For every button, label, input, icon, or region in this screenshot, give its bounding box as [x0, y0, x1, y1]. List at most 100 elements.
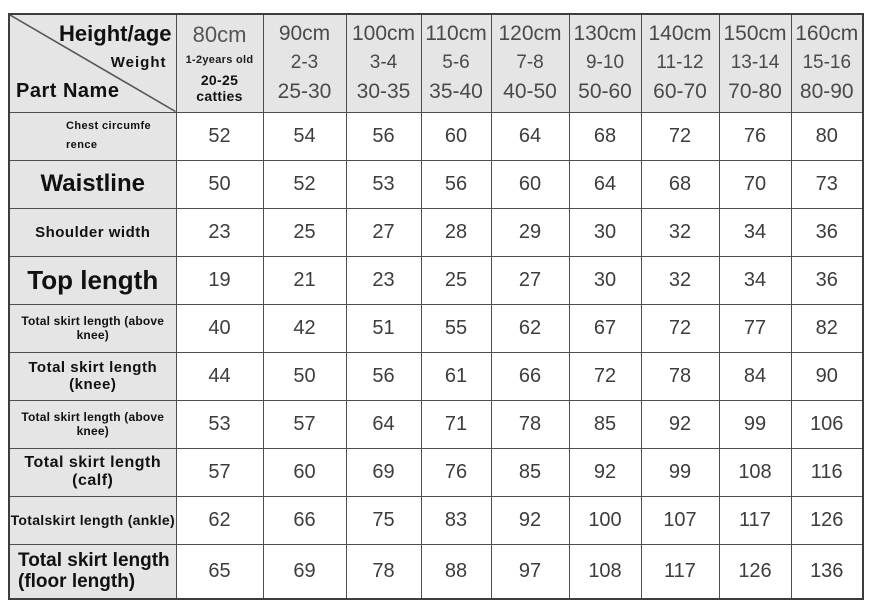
size-value-cell-120cm-row9: 92	[490, 495, 570, 545]
size-value-cell-150cm-row8: 108	[718, 447, 792, 497]
size-value-cell-140cm-row9: 107	[640, 495, 720, 545]
column-header-90cm: 90cm 2-3 25-30	[262, 13, 347, 113]
column-weight-label: 40-50	[503, 80, 557, 104]
size-value-cell-120cm-row5: 62	[490, 303, 570, 353]
part-name-label: Total skirt length (knee)	[28, 359, 158, 393]
size-value-cell-150cm-row3: 34	[718, 207, 792, 257]
part-name-label: Chest circumference	[66, 119, 152, 151]
column-weight-label: 35-40	[429, 80, 483, 104]
size-value-cell-80cm-row4: 19	[175, 255, 264, 305]
size-value-cell-140cm-row5: 72	[640, 303, 720, 353]
table-row: Totalskirt length (ankle) 62 66 75 83 92 100 10…	[8, 495, 864, 545]
size-value-cell-110cm-row6: 61	[420, 351, 492, 401]
column-header-130cm: 130cm 9-10 50-60	[568, 13, 642, 113]
size-value-cell-80cm-row3: 23	[175, 207, 264, 257]
size-value-cell-150cm-row2: 70	[718, 159, 792, 209]
size-value-cell-110cm-row7: 71	[420, 399, 492, 449]
column-height-label: 120cm	[498, 22, 562, 46]
size-value-cell-140cm-row7: 92	[640, 399, 720, 449]
table-row: Total skirt length (calf) 57 60 69 76 85 92 99 1…	[8, 447, 864, 497]
size-value-cell-160cm-row7: 106	[790, 399, 864, 449]
size-value-cell-100cm-row6: 56	[345, 351, 422, 401]
part-name-cell: Total skirt length (above knee)	[8, 399, 177, 449]
size-value-cell-120cm-row2: 60	[490, 159, 570, 209]
part-name-label: Shoulder width	[35, 223, 151, 241]
part-name-label: Total skirt length (calf)	[24, 454, 162, 489]
column-header-100cm: 100cm 3-4 30-35	[345, 13, 422, 113]
column-header-110cm: 110cm 5-6 35-40	[420, 13, 492, 113]
column-weight-label: 70-80	[728, 80, 782, 104]
table-row: Waistline 50 52 53 56 60 64 68 70 73	[8, 159, 864, 209]
column-age-label: 7-8	[516, 52, 544, 74]
column-age-label: 13-14	[730, 52, 780, 74]
size-value-cell-110cm-row3: 28	[420, 207, 492, 257]
size-value-cell-120cm-row10: 97	[490, 543, 570, 600]
part-name-label: Waistline	[40, 170, 145, 197]
size-value-cell-160cm-row3: 36	[790, 207, 864, 257]
size-value-cell-110cm-row9: 83	[420, 495, 492, 545]
size-value-cell-110cm-row5: 55	[420, 303, 492, 353]
size-value-cell-160cm-row4: 36	[790, 255, 864, 305]
part-name-label: Totalskirt length (ankle)	[10, 512, 175, 528]
size-value-cell-150cm-row7: 99	[718, 399, 792, 449]
table-row: Total skirt length (floor length) 65 69 78 8…	[8, 543, 864, 600]
size-value-cell-100cm-row10: 78	[345, 543, 422, 600]
size-value-cell-90cm-row4: 21	[262, 255, 347, 305]
size-value-cell-90cm-row2: 52	[262, 159, 347, 209]
size-value-cell-130cm-row7: 85	[568, 399, 642, 449]
size-value-cell-100cm-row5: 51	[345, 303, 422, 353]
size-value-cell-160cm-row2: 73	[790, 159, 864, 209]
part-name-cell: Shoulder width	[8, 207, 177, 257]
size-chart-body: Chest circumference 52 54 56 60 64 68 72 76 80 Wai…	[8, 111, 864, 600]
column-header-80cm: 80cm 1-2years old 20-25 catties	[175, 13, 264, 113]
column-weight-label: 60-70	[653, 80, 707, 104]
size-value-cell-130cm-row2: 64	[568, 159, 642, 209]
part-name-cell: Waistline	[8, 159, 177, 209]
part-name-label: Total skirt length (floor length)	[18, 550, 170, 593]
size-value-cell-110cm-row2: 56	[420, 159, 492, 209]
part-name-label: Total skirt length (above knee)	[21, 410, 165, 438]
table-row: Total skirt length (above knee) 53 57 64 71 7…	[8, 399, 864, 449]
size-value-cell-140cm-row2: 68	[640, 159, 720, 209]
corner-header-cell: Height/age Weight Part Name	[8, 13, 177, 113]
size-value-cell-80cm-row5: 40	[175, 303, 264, 353]
column-height-label: 140cm	[648, 22, 712, 46]
part-name-label: Top length	[27, 264, 159, 295]
column-weight-label: 50-60	[578, 80, 632, 104]
size-value-cell-150cm-row9: 117	[718, 495, 792, 545]
size-value-cell-100cm-row7: 64	[345, 399, 422, 449]
part-name-cell: Top length	[8, 255, 177, 305]
size-value-cell-90cm-row10: 69	[262, 543, 347, 600]
size-value-cell-120cm-row3: 29	[490, 207, 570, 257]
column-age-label: 15-16	[802, 52, 852, 74]
table-row: Chest circumference 52 54 56 60 64 68 72 76 80	[8, 111, 864, 161]
size-value-cell-90cm-row9: 66	[262, 495, 347, 545]
size-value-cell-130cm-row10: 108	[568, 543, 642, 600]
column-age-label: 1-2years old	[185, 54, 254, 67]
size-value-cell-150cm-row5: 77	[718, 303, 792, 353]
size-value-cell-150cm-row6: 84	[718, 351, 792, 401]
size-value-cell-90cm-row6: 50	[262, 351, 347, 401]
column-height-label: 90cm	[278, 22, 331, 46]
size-value-cell-110cm-row4: 25	[420, 255, 492, 305]
column-weight-label: 25-30	[277, 80, 332, 104]
size-value-cell-130cm-row4: 30	[568, 255, 642, 305]
size-value-cell-80cm-row2: 50	[175, 159, 264, 209]
size-value-cell-100cm-row4: 23	[345, 255, 422, 305]
size-chart-table: Height/age Weight Part Name 80cm 1-2years…	[8, 13, 864, 600]
size-value-cell-130cm-row1: 68	[568, 111, 642, 161]
size-value-cell-130cm-row6: 72	[568, 351, 642, 401]
size-value-cell-90cm-row7: 57	[262, 399, 347, 449]
size-value-cell-160cm-row1: 80	[790, 111, 864, 161]
column-weight-label: 20-25 catties	[196, 72, 243, 105]
size-value-cell-100cm-row1: 56	[345, 111, 422, 161]
size-value-cell-150cm-row10: 126	[718, 543, 792, 600]
size-value-cell-80cm-row10: 65	[175, 543, 264, 600]
column-height-label: 150cm	[723, 22, 787, 46]
size-value-cell-130cm-row8: 92	[568, 447, 642, 497]
table-row: Top length 19 21 23 25 27 30 32 34 36	[8, 255, 864, 305]
size-value-cell-160cm-row10: 136	[790, 543, 864, 600]
size-value-cell-110cm-row10: 88	[420, 543, 492, 600]
size-value-cell-130cm-row9: 100	[568, 495, 642, 545]
